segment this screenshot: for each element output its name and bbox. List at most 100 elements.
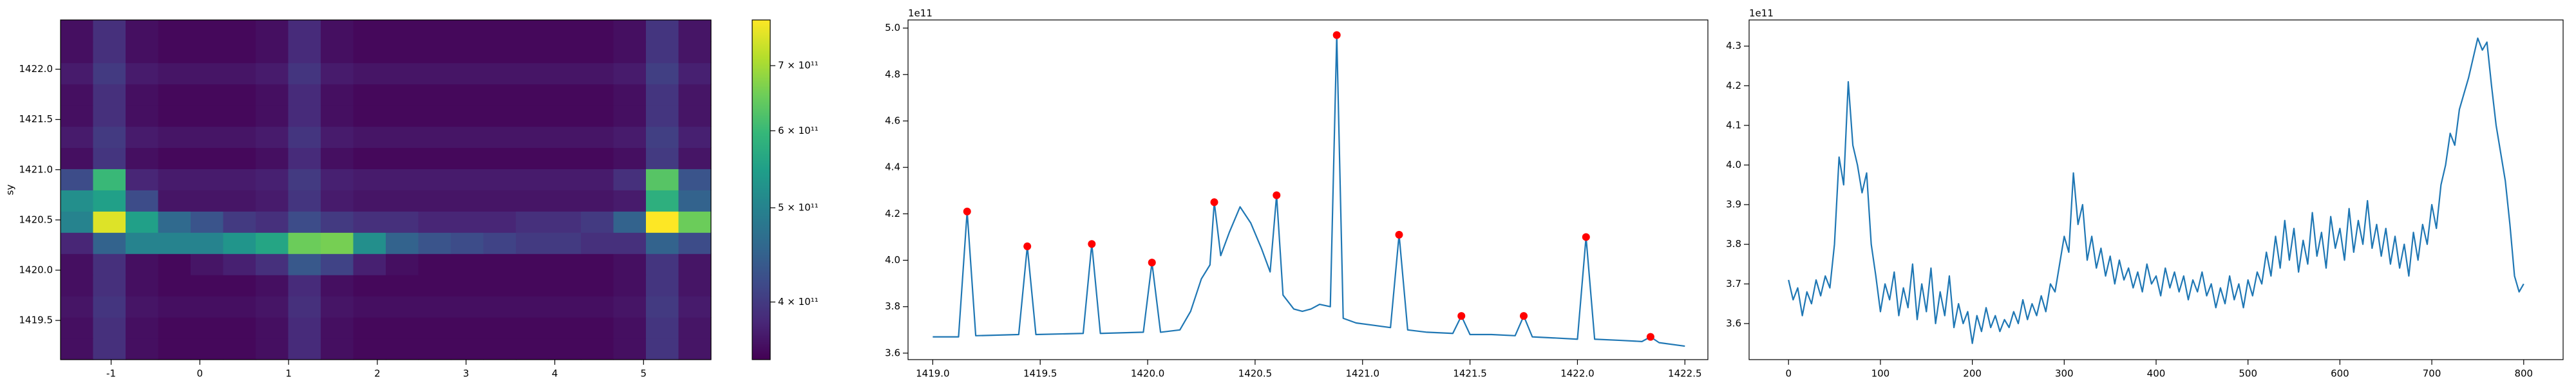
heatmap-cell — [223, 317, 256, 339]
y-tick-label: 1419.5 — [19, 315, 53, 326]
heatmap-cell — [646, 41, 679, 64]
offset-label: 1e11 — [1749, 8, 1774, 19]
heatmap-cell — [353, 105, 386, 127]
heatmap-cell — [93, 105, 126, 127]
heatmap-cell — [646, 296, 679, 318]
heatmap-cell — [126, 211, 159, 233]
heatmap-cell — [288, 169, 321, 190]
heatmap-cell — [223, 253, 256, 275]
heatmap-cell — [93, 190, 126, 212]
heatmap-cell — [158, 105, 191, 127]
heatmap-cell — [451, 169, 484, 190]
colorbar-tick-label: 6 × 10¹¹ — [778, 125, 819, 136]
heatmap-cell — [483, 296, 516, 318]
colorbar-tick-label: 7 × 10¹¹ — [778, 60, 819, 71]
heatmap-cell — [678, 338, 712, 360]
heatmap-cell — [516, 147, 549, 169]
heatmap-cell — [191, 62, 224, 85]
heatmap-cell — [678, 317, 712, 339]
heatmap-cell — [451, 147, 484, 169]
heatmap-cell — [646, 147, 679, 169]
heatmap-cell — [223, 84, 256, 106]
heatmap-cell — [126, 190, 159, 212]
heatmap-cell — [61, 232, 94, 254]
y-tick-label: 4.0 — [1726, 159, 1741, 170]
heatmap-cell — [451, 253, 484, 275]
heatmap-cell — [321, 232, 354, 254]
heatmap-cell — [93, 147, 126, 169]
heatmap-cell — [191, 41, 224, 64]
heatmap-cell — [418, 84, 451, 106]
heatmap-cell — [548, 190, 582, 212]
heatmap-cell — [191, 20, 224, 42]
heatmap-cell — [191, 232, 224, 254]
heatmap-cell — [61, 62, 94, 85]
heatmap-cell — [158, 20, 191, 42]
heatmap-cell — [516, 105, 549, 127]
heatmap-cell — [451, 84, 484, 106]
heatmap-cell — [158, 147, 191, 169]
heatmap-cell — [678, 20, 712, 42]
x-tick-label: 800 — [2514, 368, 2533, 380]
heatmap-cell — [516, 20, 549, 42]
heatmap-cell — [516, 275, 549, 297]
heatmap-cell — [581, 317, 614, 339]
x-tick-label: 300 — [2055, 368, 2074, 380]
x-tick-label: 1419.0 — [916, 368, 950, 380]
heatmap-cell — [223, 41, 256, 64]
heatmap-cell — [613, 253, 647, 275]
heatmap-cell — [223, 190, 256, 212]
heatmap-cell — [61, 253, 94, 275]
heatmap-cell — [418, 211, 451, 233]
heatmap-cell — [353, 338, 386, 360]
heatmap-cell — [353, 126, 386, 148]
heatmap-cell — [191, 338, 224, 360]
heatmap-cell — [223, 126, 256, 148]
heatmap-cell — [353, 232, 386, 254]
heatmap-cell — [321, 105, 354, 127]
heatmap-cell — [321, 317, 354, 339]
heatmap-cell — [548, 126, 582, 148]
x-tick-label: 400 — [2147, 368, 2166, 380]
heatmap-cell — [191, 147, 224, 169]
heatmap-cell — [386, 253, 419, 275]
heatmap-cell — [256, 105, 289, 127]
heatmap-cell — [548, 147, 582, 169]
heatmap-cell — [483, 253, 516, 275]
heatmap-cell — [158, 296, 191, 318]
heatmap-cell — [288, 317, 321, 339]
peak-marker — [1395, 230, 1403, 239]
heatmap-cell — [126, 232, 159, 254]
heatmap-cell — [61, 317, 94, 339]
heatmap-cell — [483, 84, 516, 106]
y-tick-label: 3.8 — [885, 300, 900, 312]
heatmap-cell — [126, 147, 159, 169]
heatmap-cell — [548, 20, 582, 42]
heatmap-cell — [191, 211, 224, 233]
heatmap-cell — [353, 169, 386, 190]
peak-marker — [1332, 31, 1341, 39]
heatmap-cell — [418, 275, 451, 297]
heatmap-cell — [93, 41, 126, 64]
heatmap-cell — [256, 275, 289, 297]
heatmap-cell — [321, 296, 354, 318]
heatmap-cell — [321, 84, 354, 106]
heatmap-cell — [158, 126, 191, 148]
x-tick-label: 3 — [463, 368, 469, 380]
heatmap-cell — [93, 317, 126, 339]
heatmap-cell — [678, 253, 712, 275]
heatmap-cell — [646, 190, 679, 212]
heatmap-cell — [288, 232, 321, 254]
x-tick-label: 200 — [1963, 368, 1982, 380]
heatmap-cell — [61, 275, 94, 297]
y-tick-label: 4.1 — [1726, 119, 1741, 131]
heatmap-cell — [321, 62, 354, 85]
heatmap-cell — [451, 296, 484, 318]
heatmap-cell — [191, 84, 224, 106]
line-series — [933, 34, 1685, 347]
heatmap-cell — [548, 105, 582, 127]
heatmap-cell — [191, 317, 224, 339]
heatmap-cell — [353, 190, 386, 212]
x-tick-label: 1 — [285, 368, 292, 380]
